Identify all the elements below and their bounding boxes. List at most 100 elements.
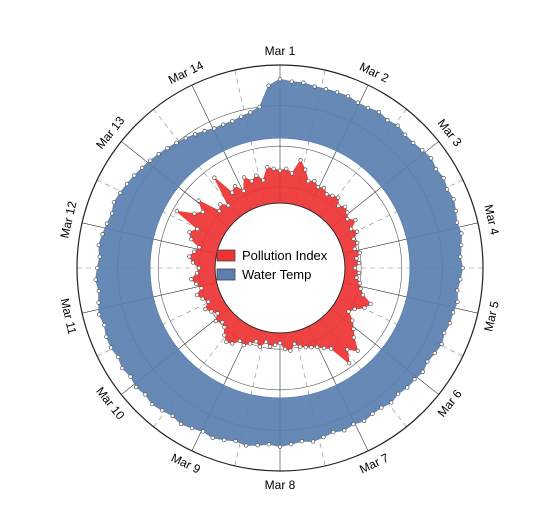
series-0-point-73 <box>189 277 194 282</box>
series-1-point-5 <box>334 90 340 95</box>
series-1-point-88 <box>165 145 170 151</box>
tick-label-13: Mar 14 <box>166 58 206 87</box>
series-1-point-17 <box>441 175 446 181</box>
series-1-point-18 <box>445 187 450 192</box>
tick-label-5: Mar 6 <box>435 387 465 420</box>
series-1-point-67 <box>115 354 121 360</box>
series-0-point-94 <box>241 175 247 180</box>
series-0-point-61 <box>222 333 227 338</box>
series-0-point-9 <box>324 192 329 197</box>
series-0-point-36 <box>351 326 356 331</box>
series-1-point-75 <box>95 265 100 271</box>
series-1-point-66 <box>120 365 125 371</box>
series-0-point-1 <box>284 166 289 171</box>
grid-minor-spoke-6 <box>279 267 326 466</box>
series-1-point-53 <box>243 443 249 448</box>
series-1-point-25 <box>460 265 465 271</box>
series-1-point-98 <box>257 104 262 110</box>
series-0-point-3 <box>298 158 303 163</box>
series-1-point-62 <box>149 401 155 407</box>
series-0-point-76 <box>190 260 196 265</box>
series-1-point-35 <box>420 369 426 374</box>
series-1-point-91 <box>193 132 198 137</box>
series-1-point-87 <box>156 151 161 157</box>
series-1-point-55 <box>222 437 227 442</box>
series-0-point-50 <box>277 340 283 346</box>
series-1-point-41 <box>370 411 375 416</box>
series-0-point-62 <box>222 325 227 330</box>
series-0-point-19 <box>351 236 356 242</box>
series-1-point-56 <box>210 435 215 441</box>
series-0-point-91 <box>229 190 235 195</box>
series-1-point-90 <box>183 136 188 141</box>
series-0-point-22 <box>357 250 362 255</box>
series-1-point-72 <box>96 300 101 305</box>
series-1-point-74 <box>93 277 98 282</box>
series-1-point-52 <box>255 443 260 448</box>
grid-minor-spoke-11 <box>96 179 281 269</box>
series-1-point-50 <box>277 444 283 449</box>
series-0-point-96 <box>254 173 259 178</box>
series-0-point-2 <box>289 171 295 176</box>
series-0-point-68 <box>206 299 211 304</box>
grid-minor-spoke-13 <box>234 70 281 269</box>
series-0-point-67 <box>203 306 208 312</box>
series-0-point-27 <box>354 275 359 280</box>
legend-swatch-water-temp <box>216 268 236 281</box>
series-1-point-51 <box>266 442 272 447</box>
series-1-point-97 <box>248 110 253 115</box>
series-0-point-52 <box>267 344 273 349</box>
series-1-point-73 <box>96 288 101 294</box>
series-1-point-2 <box>301 80 306 85</box>
series-0-point-20 <box>355 240 360 246</box>
series-0-point-33 <box>352 306 357 312</box>
series-0-point-55 <box>254 339 259 344</box>
series-1-point-69 <box>104 334 109 339</box>
series-0-point-0 <box>277 168 283 173</box>
series-1-point-39 <box>389 400 394 405</box>
series-1-point-45 <box>331 429 336 435</box>
series-1-point-54 <box>233 438 238 444</box>
series-0-point-53 <box>263 339 269 344</box>
tick-label-1: Mar 2 <box>357 60 391 86</box>
series-1-point-7 <box>355 100 360 105</box>
series-0-point-10 <box>330 193 335 198</box>
series-0-point-83 <box>174 209 179 214</box>
series-1-point-93 <box>212 126 217 131</box>
series-0-point-63 <box>220 320 225 325</box>
series-1-point-38 <box>395 391 401 396</box>
series-0-point-44 <box>309 345 314 350</box>
series-1-point-89 <box>174 140 179 146</box>
series-0-point-23 <box>354 256 359 261</box>
series-1-point-78 <box>100 231 105 237</box>
series-0-point-57 <box>241 343 246 348</box>
tick-label-0: Mar 1 <box>265 44 296 58</box>
series-1-point-84 <box>132 173 137 178</box>
series-0-point-82 <box>195 226 200 232</box>
series-1-point-42 <box>361 418 367 424</box>
series-1-point-6 <box>345 94 351 99</box>
tick-label-4: Mar 5 <box>481 299 502 332</box>
series-0-point-70 <box>194 292 200 298</box>
series-1-point-79 <box>104 221 110 226</box>
series-1-point-80 <box>109 211 115 216</box>
series-0-point-34 <box>346 309 351 314</box>
series-0-point-8 <box>321 185 327 191</box>
series-1-point-40 <box>379 405 384 410</box>
series-1-point-65 <box>128 374 133 379</box>
series-0-point-5 <box>306 178 311 184</box>
series-0-point-72 <box>194 281 199 287</box>
series-1-point-11 <box>395 123 400 128</box>
series-0-point-42 <box>321 345 327 351</box>
series-0-point-75 <box>196 265 201 271</box>
series-0-point-54 <box>257 344 262 349</box>
tick-label-8: Mar 9 <box>169 451 203 477</box>
series-1-point-23 <box>459 242 464 248</box>
series-1-point-96 <box>238 114 244 119</box>
series-0-point-74 <box>194 271 200 276</box>
series-0-point-37 <box>351 335 357 340</box>
series-0-point-6 <box>312 179 317 184</box>
series-0-point-88 <box>218 202 223 207</box>
series-0-point-18 <box>355 229 360 234</box>
series-1-point-61 <box>160 408 165 413</box>
